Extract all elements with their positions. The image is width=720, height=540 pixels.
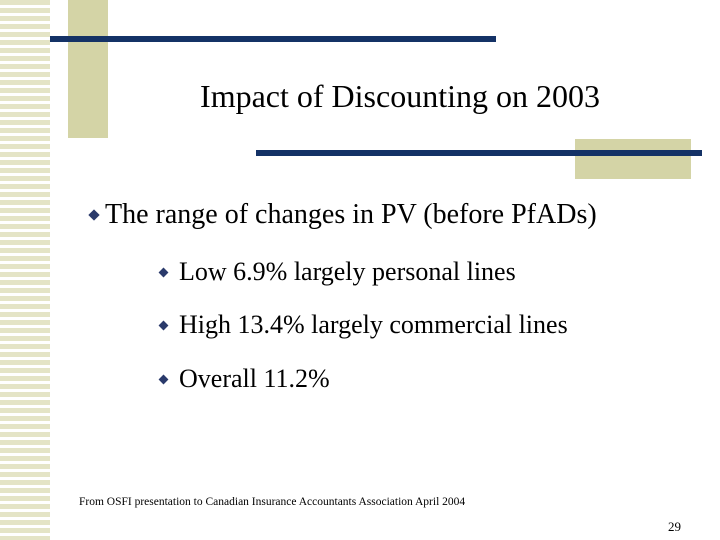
main-bullet-text: The range of changes in PV (before PfADs… bbox=[105, 199, 597, 230]
page-number: 29 bbox=[668, 519, 681, 534]
sub-bullet-high: High 13.4% largely commercial lines bbox=[158, 310, 568, 340]
main-bullet: The range of changes in PV (before PfADs… bbox=[88, 199, 597, 231]
decorative-block-bottom bbox=[575, 139, 691, 179]
title-rule-bottom bbox=[256, 150, 702, 156]
sub-bullet-overall: Overall 11.2% bbox=[158, 364, 330, 394]
decorative-block-top bbox=[68, 0, 108, 138]
diamond-bullet-icon bbox=[88, 209, 100, 221]
slide-title: Impact of Discounting on 2003 bbox=[200, 78, 600, 114]
diamond-bullet-icon bbox=[158, 320, 169, 330]
sub-bullet-text: High 13.4% largely commercial lines bbox=[179, 310, 568, 339]
sub-bullet-low: Low 6.9% largely personal lines bbox=[158, 257, 516, 287]
title-rule-top bbox=[50, 36, 496, 42]
decorative-stripes bbox=[0, 0, 50, 540]
sub-bullet-text: Low 6.9% largely personal lines bbox=[179, 257, 516, 286]
diamond-bullet-icon bbox=[158, 374, 169, 384]
diamond-bullet-icon bbox=[158, 267, 169, 277]
sub-bullet-text: Overall 11.2% bbox=[179, 364, 330, 393]
source-footnote: From OSFI presentation to Canadian Insur… bbox=[79, 496, 466, 508]
